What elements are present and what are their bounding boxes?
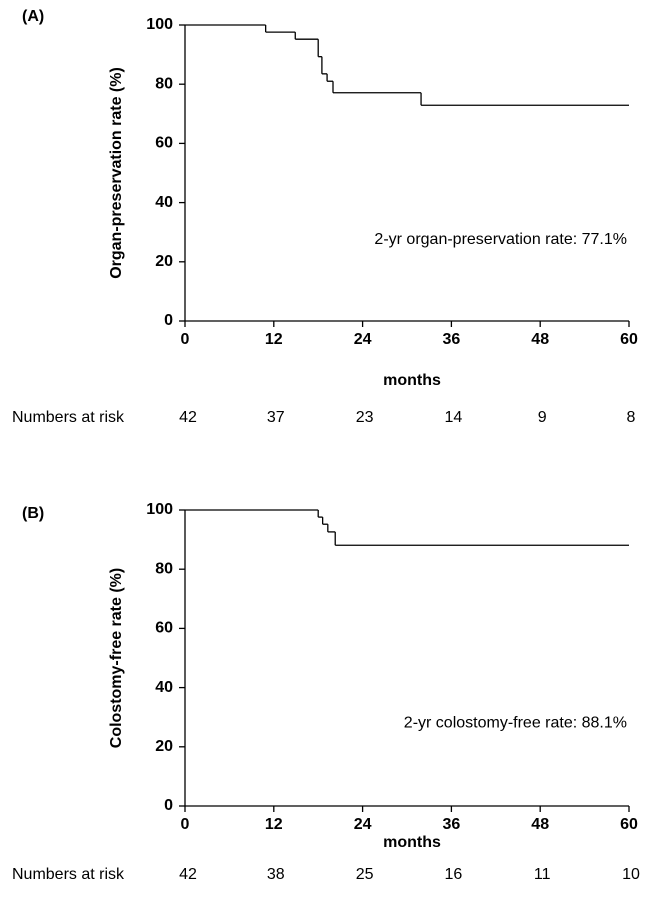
y-tick-label: 0 [164, 312, 173, 329]
risk-value: 11 [534, 866, 551, 883]
risk-value: 16 [445, 866, 463, 883]
risk-value: 38 [267, 866, 285, 883]
risk-value: 42 [179, 866, 197, 883]
x-tick-label: 12 [265, 331, 283, 348]
y-tick-label: 60 [155, 135, 173, 152]
y-tick-label: 100 [146, 16, 173, 33]
y-tick-label: 20 [155, 253, 173, 270]
panel-label: (B) [22, 505, 44, 522]
annotation: 2-yr organ-preservation rate: 77.1% [374, 231, 627, 248]
x-tick-label: 0 [181, 331, 190, 348]
x-tick-label: 48 [531, 331, 549, 348]
x-tick-label: 36 [443, 331, 461, 348]
y-tick-label: 80 [155, 75, 173, 92]
x-tick-label: 48 [531, 816, 549, 833]
x-tick-label: 36 [443, 816, 461, 833]
y-tick-label: 80 [155, 560, 173, 577]
y-tick-label: 40 [155, 679, 173, 696]
risk-value: 14 [445, 409, 463, 426]
y-axis-label: Organ-preservation rate (%) [108, 67, 125, 279]
risk-value: 10 [622, 866, 640, 883]
x-axis-label: months [383, 834, 441, 851]
risk-table-label: Numbers at risk [12, 409, 125, 426]
y-tick-label: 20 [155, 738, 173, 755]
risk-table-label: Numbers at risk [12, 866, 125, 883]
x-tick-label: 60 [620, 331, 638, 348]
x-tick-label: 24 [354, 331, 372, 348]
y-tick-label: 100 [146, 501, 173, 518]
y-tick-label: 0 [164, 797, 173, 814]
y-tick-label: 40 [155, 194, 173, 211]
risk-value: 25 [356, 866, 374, 883]
x-tick-label: 0 [181, 816, 190, 833]
y-tick-label: 60 [155, 620, 173, 637]
risk-value: 23 [356, 409, 374, 426]
risk-value: 8 [627, 409, 636, 426]
annotation: 2-yr colostomy-free rate: 88.1% [404, 714, 627, 731]
risk-value: 37 [267, 409, 285, 426]
risk-value: 42 [179, 409, 197, 426]
y-axis-label: Colostomy-free rate (%) [108, 568, 125, 748]
x-tick-label: 12 [265, 816, 283, 833]
x-tick-label: 60 [620, 816, 638, 833]
risk-value: 9 [538, 409, 547, 426]
panel-label: (A) [22, 8, 44, 25]
x-tick-label: 24 [354, 816, 372, 833]
x-axis-label: months [383, 372, 441, 389]
